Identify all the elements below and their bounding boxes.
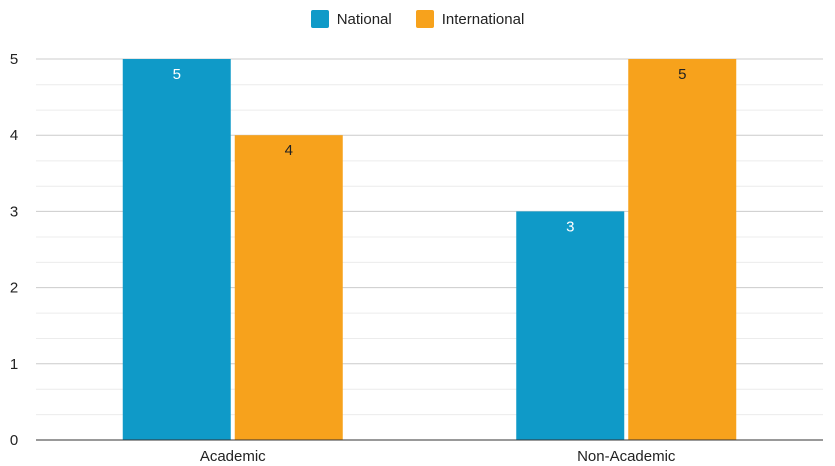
y-tick-label: 3	[10, 203, 18, 220]
legend: National International	[0, 10, 835, 28]
bar-international-academic	[234, 135, 343, 440]
bar-national-academic	[122, 59, 231, 440]
bar-national-non-academic	[516, 211, 625, 440]
legend-swatch-international	[415, 10, 434, 28]
legend-label-international: International	[441, 10, 525, 28]
x-category-label: Non-Academic	[577, 448, 676, 465]
bar-data-label: 4	[285, 142, 293, 159]
bar-data-label: 3	[566, 218, 574, 235]
y-tick-label: 2	[10, 280, 18, 297]
y-tick-label: 4	[10, 127, 18, 144]
legend-swatch-national	[310, 10, 329, 28]
bar-data-label: 5	[678, 66, 686, 83]
legend-label-national: National	[336, 10, 392, 28]
legend-item-international: International	[415, 10, 525, 28]
y-tick-label: 1	[10, 356, 18, 373]
bar-data-label: 5	[173, 66, 181, 83]
bar-international-non-academic	[628, 59, 737, 440]
y-tick-label: 0	[10, 432, 18, 449]
y-tick-label: 5	[10, 51, 18, 68]
x-category-label: Academic	[200, 448, 266, 465]
legend-item-national: National	[310, 10, 392, 28]
